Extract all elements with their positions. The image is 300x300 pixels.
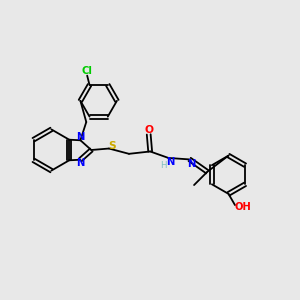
Text: O: O xyxy=(144,125,153,135)
Text: N: N xyxy=(166,157,174,167)
Text: N: N xyxy=(76,158,85,168)
Text: H: H xyxy=(160,161,166,170)
Text: OH: OH xyxy=(235,202,252,212)
Text: N: N xyxy=(187,158,195,169)
Text: S: S xyxy=(108,141,116,151)
Text: Cl: Cl xyxy=(82,66,93,76)
Text: N: N xyxy=(76,132,85,142)
